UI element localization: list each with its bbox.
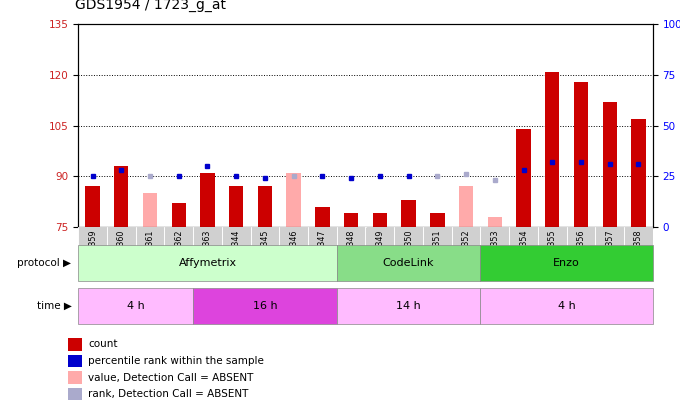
Bar bbox=[69, 355, 82, 367]
Text: GSM73359: GSM73359 bbox=[88, 229, 97, 273]
Bar bbox=[624, 227, 653, 279]
Bar bbox=[193, 288, 337, 324]
Bar bbox=[595, 227, 624, 279]
Bar bbox=[107, 227, 135, 279]
Text: 16 h: 16 h bbox=[253, 301, 277, 311]
Bar bbox=[86, 186, 100, 227]
Text: Affymetrix: Affymetrix bbox=[178, 258, 237, 268]
Bar bbox=[459, 186, 473, 227]
Text: GSM73358: GSM73358 bbox=[634, 229, 643, 273]
Bar bbox=[337, 288, 480, 324]
Bar bbox=[337, 227, 366, 279]
Bar bbox=[78, 288, 193, 324]
Bar bbox=[135, 227, 165, 279]
Text: GDS1954 / 1723_g_at: GDS1954 / 1723_g_at bbox=[75, 0, 226, 12]
Bar bbox=[193, 227, 222, 279]
Bar bbox=[229, 186, 243, 227]
Text: GSM73362: GSM73362 bbox=[174, 229, 183, 273]
Bar bbox=[69, 371, 82, 384]
Bar bbox=[516, 129, 530, 227]
Bar bbox=[545, 72, 560, 227]
Text: GSM73347: GSM73347 bbox=[318, 229, 327, 273]
Bar bbox=[602, 102, 617, 227]
Bar bbox=[538, 227, 566, 279]
Bar bbox=[250, 227, 279, 279]
Text: GSM73346: GSM73346 bbox=[289, 229, 298, 273]
Bar bbox=[316, 207, 330, 227]
Bar bbox=[78, 245, 337, 281]
Bar bbox=[222, 227, 250, 279]
Text: GSM73349: GSM73349 bbox=[375, 229, 384, 273]
Text: GSM73360: GSM73360 bbox=[117, 229, 126, 273]
Text: GSM73344: GSM73344 bbox=[232, 229, 241, 273]
Text: GSM73352: GSM73352 bbox=[462, 229, 471, 273]
Text: GSM73357: GSM73357 bbox=[605, 229, 614, 273]
Bar bbox=[373, 213, 387, 227]
Bar bbox=[574, 82, 588, 227]
Text: GSM73355: GSM73355 bbox=[548, 229, 557, 273]
Bar bbox=[488, 217, 502, 227]
Bar bbox=[114, 166, 129, 227]
Bar bbox=[423, 227, 452, 279]
Text: protocol ▶: protocol ▶ bbox=[18, 258, 71, 268]
Bar bbox=[279, 227, 308, 279]
Text: 4 h: 4 h bbox=[558, 301, 575, 311]
Bar bbox=[143, 193, 157, 227]
Text: GSM73354: GSM73354 bbox=[519, 229, 528, 273]
Text: 4 h: 4 h bbox=[126, 301, 145, 311]
Text: GSM73345: GSM73345 bbox=[260, 229, 269, 273]
Bar bbox=[165, 227, 193, 279]
Bar bbox=[509, 227, 538, 279]
Text: Enzo: Enzo bbox=[554, 258, 580, 268]
Bar bbox=[480, 245, 653, 281]
Text: CodeLink: CodeLink bbox=[383, 258, 435, 268]
Bar bbox=[480, 227, 509, 279]
Bar bbox=[171, 203, 186, 227]
Text: rank, Detection Call = ABSENT: rank, Detection Call = ABSENT bbox=[88, 389, 248, 399]
Text: 14 h: 14 h bbox=[396, 301, 421, 311]
Bar bbox=[201, 173, 215, 227]
Bar bbox=[401, 200, 415, 227]
Text: value, Detection Call = ABSENT: value, Detection Call = ABSENT bbox=[88, 373, 254, 383]
Text: GSM73351: GSM73351 bbox=[433, 229, 442, 273]
Bar bbox=[480, 288, 653, 324]
Bar bbox=[452, 227, 480, 279]
Bar bbox=[344, 213, 358, 227]
Text: GSM73363: GSM73363 bbox=[203, 229, 212, 273]
Bar bbox=[258, 186, 272, 227]
Bar bbox=[337, 245, 480, 281]
Bar bbox=[286, 173, 301, 227]
Text: GSM73353: GSM73353 bbox=[490, 229, 499, 273]
Bar bbox=[430, 213, 445, 227]
Bar bbox=[69, 388, 82, 400]
Text: GSM73361: GSM73361 bbox=[146, 229, 154, 273]
Text: percentile rank within the sample: percentile rank within the sample bbox=[88, 356, 264, 366]
Text: count: count bbox=[88, 339, 118, 350]
Bar bbox=[69, 338, 82, 351]
Bar bbox=[631, 119, 645, 227]
Bar bbox=[566, 227, 595, 279]
Bar bbox=[394, 227, 423, 279]
Text: GSM73356: GSM73356 bbox=[577, 229, 585, 273]
Text: time ▶: time ▶ bbox=[37, 301, 71, 311]
Text: GSM73350: GSM73350 bbox=[404, 229, 413, 273]
Bar bbox=[308, 227, 337, 279]
Bar bbox=[365, 227, 394, 279]
Text: GSM73348: GSM73348 bbox=[347, 229, 356, 273]
Bar bbox=[78, 227, 107, 279]
